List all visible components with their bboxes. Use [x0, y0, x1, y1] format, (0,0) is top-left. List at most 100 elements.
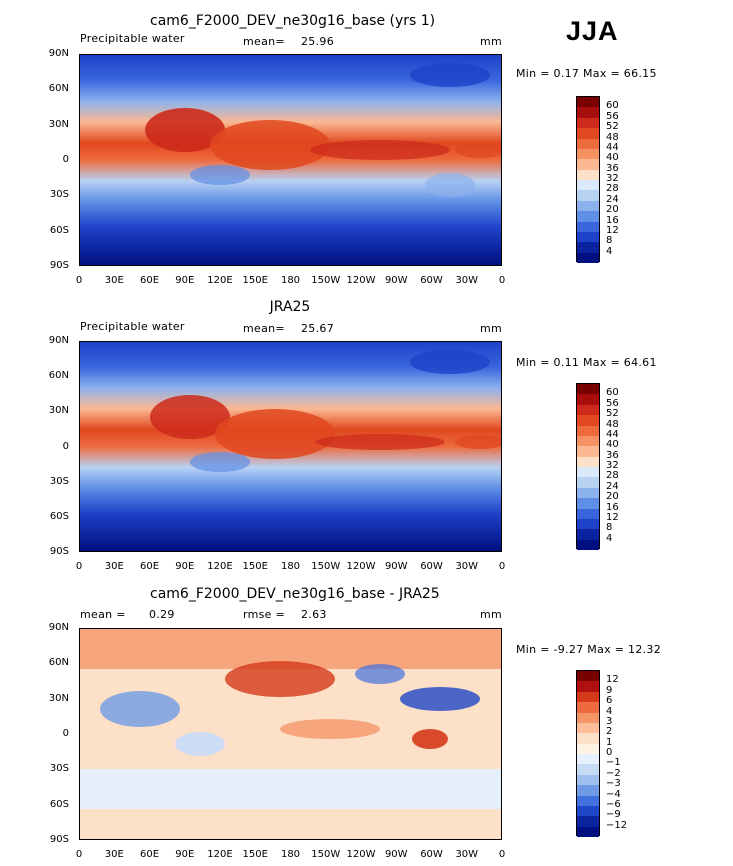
colorbar-tick-label: 8 — [606, 522, 613, 534]
colorbar-tick-label: −12 — [606, 819, 628, 831]
colorbar-swatch — [577, 148, 599, 160]
colorbar-swatch — [577, 394, 599, 405]
colorbar-swatch — [577, 754, 599, 765]
colorbar-swatch — [577, 169, 599, 180]
colorbar-swatch — [577, 487, 599, 499]
x-tick-label: 90W — [384, 275, 408, 286]
colorbar-swatch — [577, 180, 599, 191]
colorbar-swatch — [577, 252, 599, 263]
colorbar-tick-label: 12 — [606, 224, 619, 236]
x-tick-label: 150W — [311, 561, 341, 572]
colorbar-swatch — [577, 446, 599, 457]
colorbar-tick-label: 4 — [606, 705, 613, 717]
panel1-minmax: Min = 0.17 Max = 66.15 — [516, 67, 657, 80]
x-tick-label: 30E — [104, 561, 124, 572]
y-tick-label: 90N — [48, 622, 69, 633]
colorbar-tick-label: 24 — [606, 193, 619, 205]
season-label: JJA — [566, 16, 619, 46]
colorbar-tick-label: 56 — [606, 397, 619, 409]
panel2-colorbar — [576, 383, 600, 550]
x-tick-label: 120W — [346, 849, 376, 860]
colorbar-tick-label: 28 — [606, 183, 619, 195]
y-tick-label: 90S — [49, 834, 69, 845]
x-tick-label: 150W — [311, 849, 341, 860]
colorbar-tick-label: 40 — [606, 439, 619, 451]
panel2-mean-label: mean= — [243, 322, 285, 335]
colorbar-tick-label: 60 — [606, 100, 619, 112]
panel3-map — [79, 628, 502, 840]
x-tick-label: 90E — [175, 849, 195, 860]
colorbar-tick-label: 52 — [606, 408, 619, 420]
colorbar-swatch — [577, 117, 599, 129]
y-tick-label: 90S — [49, 260, 69, 271]
colorbar-swatch — [577, 97, 599, 108]
colorbar-swatch — [577, 681, 599, 692]
colorbar-swatch — [577, 743, 599, 754]
y-tick-label: 60S — [49, 510, 69, 522]
colorbar-swatch — [577, 138, 599, 149]
x-tick-label: 30W — [455, 275, 479, 286]
colorbar-swatch — [577, 159, 599, 170]
colorbar-swatch — [577, 221, 599, 232]
x-tick-label: 90E — [175, 561, 195, 572]
x-tick-label: 0 — [498, 561, 506, 572]
colorbar-swatch — [577, 456, 599, 467]
colorbar-tick-label: 2 — [606, 726, 613, 738]
x-tick-label: 90W — [384, 849, 408, 860]
x-tick-label: 120E — [207, 561, 233, 572]
colorbar-tick-label: 44 — [606, 141, 619, 153]
colorbar-tick-label: 60 — [606, 387, 619, 399]
x-tick-label: 120E — [207, 849, 233, 860]
y-tick-label: 30S — [49, 475, 69, 487]
x-tick-label: 60E — [139, 561, 160, 572]
colorbar-swatch — [577, 826, 599, 837]
y-tick-label: 0 — [62, 440, 69, 452]
x-tick-label: 60E — [139, 275, 160, 286]
colorbar-tick-label: 36 — [606, 449, 619, 461]
colorbar-swatch — [577, 529, 599, 540]
colorbar-swatch — [577, 425, 599, 436]
colorbar-swatch — [577, 816, 599, 827]
colorbar-tick-label: 12 — [606, 674, 619, 686]
y-tick-label: 90N — [48, 335, 69, 346]
x-tick-label: 180 — [280, 849, 301, 860]
y-tick-label: 60N — [48, 657, 69, 669]
colorbar-tick-label: 28 — [606, 470, 619, 482]
panel3-minmax: Min = -9.27 Max = 12.32 — [516, 643, 662, 656]
x-tick-label: 30E — [104, 275, 124, 286]
colorbar-swatch — [577, 498, 599, 509]
panel2-units: mm — [480, 322, 503, 335]
x-tick-label: 60E — [139, 849, 160, 860]
colorbar-tick-label: 8 — [606, 235, 613, 247]
colorbar-swatch — [577, 774, 599, 786]
x-tick-label: 90E — [175, 275, 195, 286]
panel3-colorbar — [576, 670, 600, 837]
colorbar-tick-label: 16 — [606, 214, 619, 226]
colorbar-tick-label: −1 — [606, 757, 621, 769]
colorbar-tick-label: 36 — [606, 162, 619, 174]
x-tick-label: 120W — [346, 561, 376, 572]
colorbar-swatch — [577, 467, 599, 478]
y-tick-label: 30N — [48, 692, 69, 704]
x-tick-label: 150E — [242, 561, 268, 572]
x-tick-label: 30E — [104, 849, 124, 860]
y-tick-label: 60S — [49, 798, 69, 810]
colorbar-swatch — [577, 242, 599, 253]
panel3-mean-value: 0.29 — [149, 608, 175, 621]
panel2-variable-label: Precipitable water — [80, 320, 185, 333]
y-tick-label: 90N — [48, 48, 69, 59]
colorbar-swatch — [577, 733, 599, 744]
panel1-map — [79, 54, 502, 266]
panel2-heatmap — [80, 342, 501, 551]
y-tick-label: 30S — [49, 189, 69, 201]
colorbar-swatch — [577, 477, 599, 488]
colorbar-tick-label: 20 — [606, 204, 619, 216]
colorbar-tick-label: 24 — [606, 480, 619, 492]
colorbar-swatch — [577, 508, 599, 519]
colorbar-tick-label: −3 — [606, 778, 621, 790]
x-tick-label: 0 — [75, 275, 83, 286]
colorbar-tick-label: 48 — [606, 418, 619, 430]
y-tick-label: 30S — [49, 763, 69, 775]
colorbar-tick-label: −4 — [606, 788, 621, 800]
colorbar-swatch — [577, 539, 599, 550]
